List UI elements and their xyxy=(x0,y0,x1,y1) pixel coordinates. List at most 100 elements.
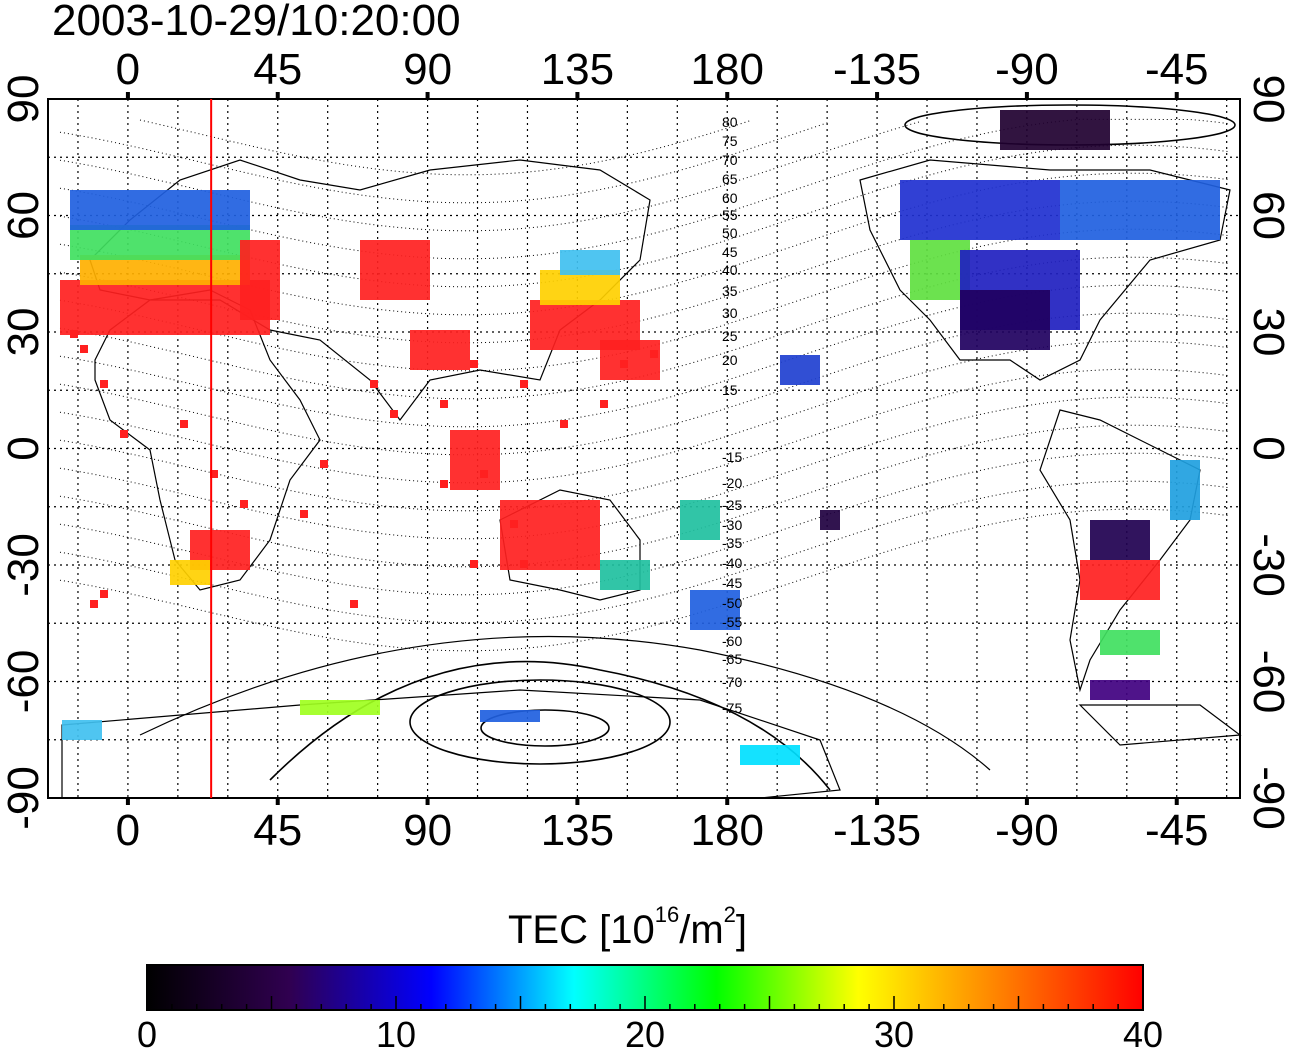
lon-tick xyxy=(875,798,880,805)
tec-data-block xyxy=(690,590,740,630)
tec-data-block xyxy=(960,290,1050,350)
tec-data-block xyxy=(410,330,470,370)
tec-data-block xyxy=(560,250,620,275)
lon-tick xyxy=(275,92,280,99)
tec-data-point xyxy=(300,510,308,518)
bottom-lon-label: -135 xyxy=(833,806,921,855)
contour-label: -40 xyxy=(722,555,742,571)
coastline xyxy=(1078,704,1242,746)
lon-tick xyxy=(1024,92,1029,99)
tec-data-block xyxy=(170,560,210,585)
tec-data-block xyxy=(1000,110,1110,150)
lon-tick xyxy=(575,92,580,99)
bottom-lon-label: 90 xyxy=(403,806,452,855)
lon-tick xyxy=(1024,798,1029,805)
tec-data-block xyxy=(1100,630,1160,655)
contour-label: -35 xyxy=(722,535,742,551)
contour-label: 45 xyxy=(722,244,738,260)
tec-data-block xyxy=(240,240,280,320)
tec-data-point xyxy=(100,380,108,388)
lon-tick xyxy=(725,798,730,805)
tec-data-block xyxy=(1060,180,1220,240)
tec-data-point xyxy=(390,410,398,418)
contour-label: -45 xyxy=(722,575,742,591)
tec-data-point xyxy=(100,590,108,598)
tec-data-point xyxy=(80,345,88,353)
top-lon-label: 90 xyxy=(403,45,452,94)
lon-tick xyxy=(425,92,430,99)
tec-data-point xyxy=(120,430,128,438)
contour-label: 60 xyxy=(722,190,738,206)
magnetic-latitude-curve xyxy=(59,121,831,204)
tec-data-point xyxy=(350,600,358,608)
tec-data-point xyxy=(240,500,248,508)
tec-data-block xyxy=(480,710,540,722)
right-lat-label: 0 xyxy=(1244,436,1292,460)
colorbar-tick-40: 40 xyxy=(1122,1014,1164,1055)
tec-data-point xyxy=(560,420,568,428)
tec-data-block xyxy=(680,500,720,540)
contour-label: 25 xyxy=(722,328,738,344)
lon-tick xyxy=(275,798,280,805)
tec-data-point xyxy=(210,470,218,478)
contour-label: 55 xyxy=(722,207,738,223)
contour-label: -15 xyxy=(722,449,742,465)
tec-data-block xyxy=(300,700,380,715)
top-lon-label: -135 xyxy=(833,45,921,94)
coastline xyxy=(859,159,1231,381)
tec-data-point xyxy=(480,470,488,478)
bottom-lon-label: 45 xyxy=(253,806,302,855)
top-lon-label: 45 xyxy=(253,45,302,94)
contour-label: 70 xyxy=(722,152,738,168)
right-lat-label: 30 xyxy=(1244,308,1292,357)
tec-data-point xyxy=(70,330,78,338)
bottom-lon-label: -90 xyxy=(995,806,1059,855)
tec-data-block xyxy=(540,270,620,305)
lon-tick xyxy=(1174,798,1179,805)
tec-data-point xyxy=(90,600,98,608)
tec-data-block xyxy=(62,720,102,740)
tec-data-point xyxy=(650,350,658,358)
map-title: 2003-10-29/10:20:00 xyxy=(52,0,461,45)
tec-data-block xyxy=(600,560,650,590)
tec-data-block xyxy=(450,430,500,490)
contour-label: 50 xyxy=(722,225,738,241)
contour-label: -30 xyxy=(722,517,742,533)
contour-label: -50 xyxy=(722,595,742,611)
tec-data-point xyxy=(470,560,478,568)
right-lat-label: 90 xyxy=(1244,75,1292,124)
tec-data-point xyxy=(180,420,188,428)
tec-data-block xyxy=(70,190,250,230)
tec-data-block xyxy=(360,240,430,300)
contour-label: -25 xyxy=(722,497,742,513)
coastline xyxy=(61,689,841,799)
tec-data-block xyxy=(780,355,820,385)
bottom-lon-label: 135 xyxy=(541,806,614,855)
top-lon-label: 180 xyxy=(691,45,764,94)
bottom-lon-label: 180 xyxy=(691,806,764,855)
lon-tick xyxy=(125,92,130,99)
left-lat-label: -60 xyxy=(0,650,48,714)
right-lat-label: -30 xyxy=(1244,533,1292,597)
contour-label: -20 xyxy=(722,475,742,491)
colorbar-tick-10: 10 xyxy=(375,1014,417,1055)
tec-data-block xyxy=(1170,460,1200,520)
magnetic-pole-contour xyxy=(139,635,991,771)
lon-tick xyxy=(1174,92,1179,99)
tec-data-point xyxy=(620,360,628,368)
right-lat-label: 60 xyxy=(1244,191,1292,240)
colorbar-tick-20: 20 xyxy=(624,1014,666,1055)
lon-tick xyxy=(425,798,430,805)
contour-label: 75 xyxy=(722,133,738,149)
lon-tick xyxy=(725,92,730,99)
left-lat-label: -90 xyxy=(0,766,48,830)
tec-data-point xyxy=(470,360,478,368)
tec-data-point xyxy=(440,480,448,488)
tec-data-point xyxy=(320,460,328,468)
contour-label: -70 xyxy=(722,674,742,690)
magnetic-latitude-curve xyxy=(139,119,751,176)
tec-data-block xyxy=(1090,680,1150,700)
contour-label: -60 xyxy=(722,633,742,649)
left-lat-label: 30 xyxy=(0,308,48,357)
